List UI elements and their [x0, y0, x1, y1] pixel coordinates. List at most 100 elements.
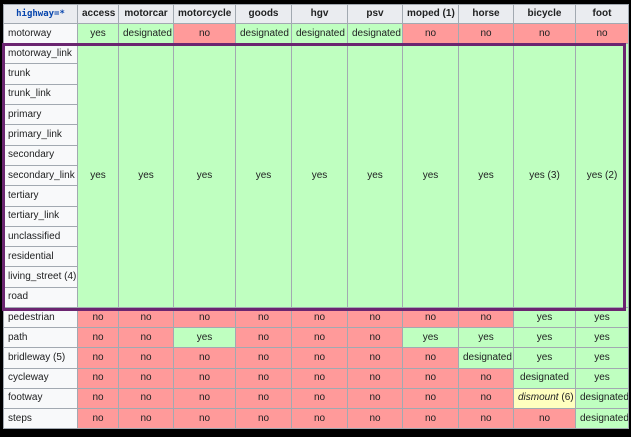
col-header: motorcar	[118, 4, 174, 24]
row-header: bridleway (5)	[3, 347, 78, 369]
access-cell: no	[77, 307, 119, 329]
access-cell: no	[77, 387, 119, 409]
access-cell: no	[235, 407, 292, 430]
access-cell: yes	[458, 43, 514, 309]
access-cell: yes	[173, 43, 236, 309]
row-header: unclassified	[3, 225, 78, 248]
access-cell: designated	[118, 22, 174, 45]
access-cell: no	[173, 367, 236, 389]
table-row: pedestrian no no no no no no no no yes yes	[3, 307, 629, 329]
row-header: primary_link	[3, 124, 78, 146]
row-header: cycleway	[3, 367, 78, 389]
access-cell: no	[402, 367, 459, 389]
access-cell: no	[173, 307, 236, 329]
col-header: foot	[575, 4, 629, 24]
access-cell: no	[235, 387, 292, 409]
access-cell: no	[402, 407, 459, 430]
table-row: unclassified	[3, 225, 629, 248]
access-restrictions-table: highway=* access motorcar motorcycle goo…	[3, 4, 629, 430]
access-cell: no	[347, 347, 403, 369]
row-header: motorway_link	[3, 43, 78, 65]
highway-key-header[interactable]: highway=*	[3, 4, 78, 24]
row-header: primary	[3, 104, 78, 126]
access-cell: no	[235, 367, 292, 389]
access-cell: yes	[575, 347, 629, 369]
access-cell: no	[77, 367, 119, 389]
access-cell: yes	[458, 327, 514, 349]
access-cell: yes	[513, 347, 576, 369]
access-cell: no	[118, 347, 174, 369]
col-header: horse	[458, 4, 514, 24]
col-header: goods	[235, 4, 292, 24]
row-header: steps	[3, 407, 78, 430]
access-cell: no	[513, 407, 576, 430]
table-row: motorway_link yes yes yes yes yes yes yes yes yes…	[3, 43, 629, 309]
access-cell: no	[118, 407, 174, 430]
access-cell: no	[235, 347, 292, 369]
access-cell: no	[118, 367, 174, 389]
row-header: secondary	[3, 144, 78, 166]
access-cell: no	[291, 347, 348, 369]
col-header: psv	[347, 4, 403, 24]
access-cell: no	[458, 367, 514, 389]
access-cell: no	[458, 307, 514, 329]
access-cell: no	[173, 22, 236, 45]
access-cell: yes	[513, 327, 576, 349]
access-cell: yes	[575, 307, 629, 329]
access-cell: designated	[458, 347, 514, 369]
bottom-bar	[0, 432, 631, 437]
access-cell: no	[173, 347, 236, 369]
footnote-ref: (6)	[561, 392, 574, 404]
access-cell: yes	[513, 307, 576, 329]
access-cell: no	[347, 307, 403, 329]
row-header: trunk_link	[3, 83, 78, 106]
access-cell: yes	[118, 43, 174, 309]
access-cell: yes	[77, 43, 119, 309]
access-cell: yes	[235, 43, 292, 309]
access-cell: designated	[575, 387, 629, 409]
access-cell: no	[291, 367, 348, 389]
access-cell: no	[291, 307, 348, 329]
access-cell: no	[173, 407, 236, 430]
access-cell: no	[458, 387, 514, 409]
row-header: path	[3, 327, 78, 349]
access-cell: yes (2)	[575, 43, 629, 309]
row-header: road	[3, 286, 78, 309]
access-cell: no	[77, 327, 119, 349]
table-row: living_street (4)	[3, 266, 629, 288]
access-cell: no	[458, 407, 514, 430]
access-cell: no	[347, 407, 403, 430]
access-cell: yes	[291, 43, 348, 309]
access-cell: yes	[173, 327, 236, 349]
access-cell: no	[77, 407, 119, 430]
access-cell: no	[513, 22, 576, 45]
row-header: residential	[3, 246, 78, 268]
access-cell: no	[291, 407, 348, 430]
table-row: trunk_link	[3, 83, 629, 106]
row-header: trunk	[3, 63, 78, 85]
col-header: access	[77, 4, 119, 24]
access-cell: no	[402, 307, 459, 329]
row-header: motorway	[3, 22, 78, 45]
col-header: moped (1)	[402, 4, 459, 24]
table-body: motorway yes designated no designated designa…	[3, 22, 629, 430]
access-cell: yes	[575, 367, 629, 389]
table-row: footway no no no no no no no no dismount (6) desig…	[3, 387, 629, 409]
access-cell: designated	[575, 407, 629, 430]
header-row: highway=* access motorcar motorcycle goo…	[3, 4, 629, 24]
access-cell: no	[402, 347, 459, 369]
access-cell: no	[118, 387, 174, 409]
access-cell: no	[402, 387, 459, 409]
access-cell: designated	[347, 22, 403, 45]
col-header: motorcycle	[173, 4, 236, 24]
table-row: cycleway no no no no no no no no designated yes	[3, 367, 629, 389]
row-header: tertiary_link	[3, 205, 78, 227]
row-header: living_street (4)	[3, 266, 78, 288]
access-cell: yes	[402, 43, 459, 309]
access-cell: yes	[575, 327, 629, 349]
row-header: footway	[3, 387, 78, 409]
access-cell: no	[235, 307, 292, 329]
access-cell: no	[347, 367, 403, 389]
table-row: bridleway (5) no no no no no no no designated yes…	[3, 347, 629, 369]
